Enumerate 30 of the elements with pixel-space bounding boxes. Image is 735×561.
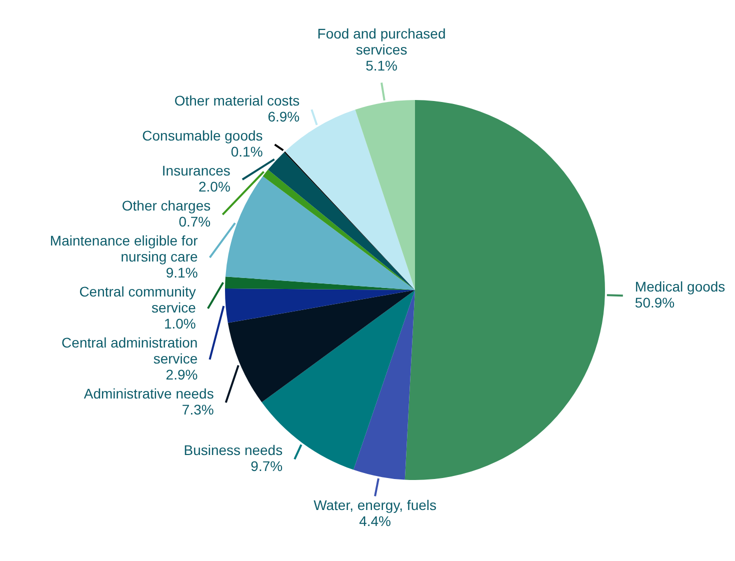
data-label: 1.0% — [164, 316, 196, 332]
pie-slice — [404, 100, 605, 480]
slice-label: Central community service — [79, 284, 196, 316]
data-label: 7.3% — [182, 402, 214, 418]
pie-slice — [262, 170, 415, 290]
data-label: 4.4% — [359, 513, 391, 530]
slice-label: Other material costs — [174, 92, 300, 109]
slice-label: Business needs — [184, 442, 283, 458]
data-label: 5.1% — [366, 58, 398, 74]
data-label: 9.1% — [166, 264, 198, 281]
slice-label: Central administration service — [62, 334, 198, 367]
data-label: 9.7% — [250, 458, 283, 474]
pie-slice — [355, 100, 415, 290]
slice-label: Water, energy, fuels — [314, 497, 437, 514]
pie-slice — [225, 288, 415, 323]
slice-label: Maintenance eligible for nursing care — [50, 232, 198, 265]
slice-label: Medical goods — [634, 278, 726, 295]
pie-slice — [228, 290, 415, 402]
pie-slice — [354, 290, 415, 480]
data-label: 0.7% — [178, 214, 211, 230]
slice-label: Food and purchased services — [317, 26, 446, 58]
slice-label: Administrative needs — [84, 386, 214, 402]
slice-label: Other charges — [122, 198, 211, 214]
data-label: 0.1% — [230, 144, 263, 160]
slice-label: Consumable goods — [142, 128, 263, 144]
data-label: 2.0% — [198, 178, 230, 195]
data-label: 50.9% — [634, 294, 675, 311]
data-label: 2.9% — [166, 366, 198, 383]
data-label: 6.9% — [268, 108, 300, 125]
slice-label: Insurances — [162, 162, 230, 179]
